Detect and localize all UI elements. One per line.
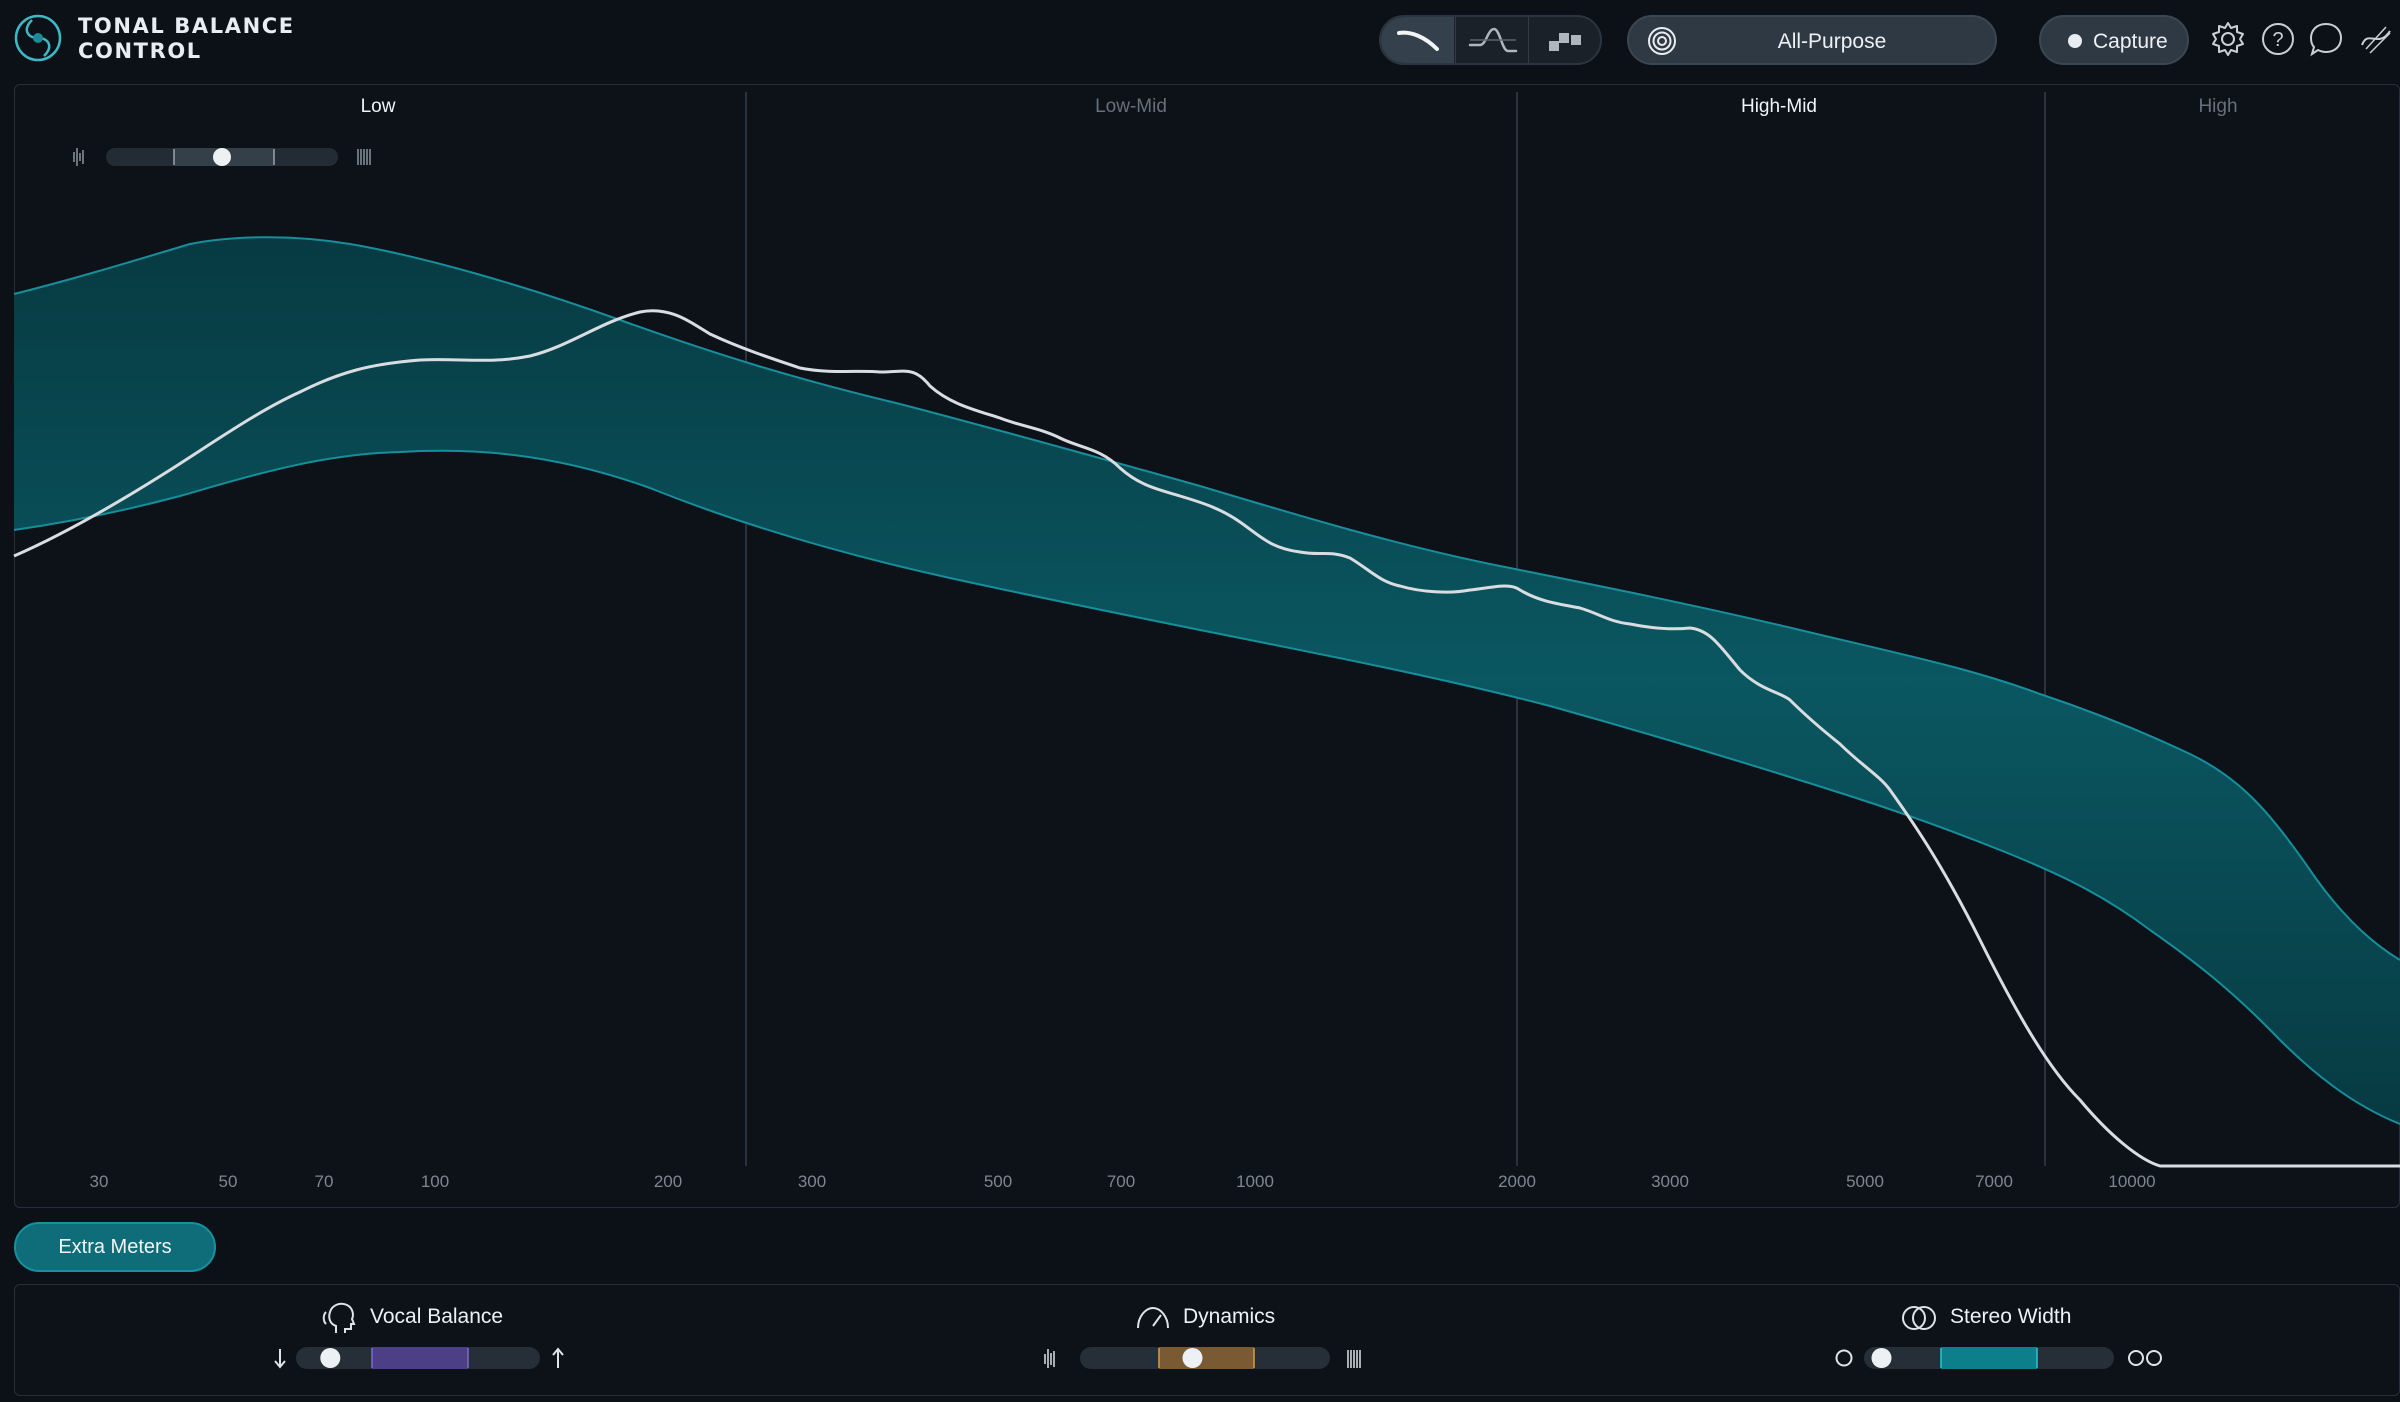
speedometer-icon: [1134, 1302, 1172, 1334]
vocal-head-icon: [320, 1300, 360, 1336]
help-icon[interactable]: ?: [2258, 19, 2298, 59]
freq-tick-label: 5000: [1846, 1172, 1884, 1191]
transient-waveform-icon: [73, 148, 84, 166]
target-range-upper-edge: [13, 236, 2400, 961]
wide-circles-icon: [2128, 1350, 2162, 1366]
freq-tick-label: 70: [314, 1172, 334, 1191]
stereo-circles-icon: [1900, 1302, 1938, 1334]
band-label-high-mid[interactable]: High-Mid: [1740, 96, 1818, 117]
freq-tick-label: 10000: [2108, 1172, 2156, 1191]
app-title-line-2: CONTROL: [78, 39, 202, 63]
down-arrow-icon: [274, 1349, 286, 1369]
capture-label: Capture: [2093, 30, 2168, 53]
capture-button[interactable]: Capture: [2039, 15, 2189, 65]
crest-blocks-icon: [1549, 33, 1581, 51]
vocal-balance-indicator: [320, 1348, 341, 1368]
band-label-high[interactable]: High: [2198, 96, 2238, 117]
freq-tick-label: 500: [983, 1172, 1013, 1191]
freq-tick-label: 3000: [1651, 1172, 1689, 1191]
target-selector[interactable]: All-Purpose: [1627, 15, 1997, 65]
fine-view-button[interactable]: [1455, 17, 1529, 63]
smoothing-slider[interactable]: [66, 144, 382, 170]
broad-view-button[interactable]: [1381, 17, 1454, 63]
svg-text:?: ?: [2272, 29, 2283, 51]
stereo-width-meter[interactable]: [1834, 1346, 2174, 1370]
capture-dot-icon: [2068, 34, 2082, 48]
broad-curve-icon: [1397, 30, 1439, 51]
extra-meters-button[interactable]: Extra Meters: [14, 1222, 216, 1272]
freq-tick-label: 7000: [1975, 1172, 2013, 1191]
band-label-low-mid[interactable]: Low-Mid: [1095, 96, 1167, 117]
settings-gear-icon[interactable]: [2208, 19, 2248, 59]
transient-waveform-icon: [1044, 1349, 1055, 1368]
spectrum-graph: [13, 92, 2400, 1168]
dynamics-meter[interactable]: [1040, 1346, 1370, 1370]
band-label-low[interactable]: Low: [360, 96, 396, 117]
smoothing-knob[interactable]: [213, 148, 231, 166]
chat-icon[interactable]: [2306, 19, 2346, 59]
izotope-logo-icon: [12, 12, 64, 64]
fine-curve-icon: [1468, 27, 1518, 53]
view-mode-switch: [1379, 15, 1602, 65]
freq-tick-label: 50: [218, 1172, 238, 1191]
target-icon: [1647, 26, 1677, 56]
header-bar: TONAL BALANCE CONTROL: [0, 0, 2400, 80]
spectrum-curve: [13, 309, 2400, 1168]
dynamics-indicator: [1182, 1348, 1203, 1368]
freq-tick-label: 200: [653, 1172, 683, 1191]
dynamics-title: Dynamics: [1183, 1305, 1276, 1328]
freq-tick-label: 100: [420, 1172, 450, 1191]
dynamics-target-range: [1159, 1347, 1254, 1369]
stereo-target-range: [1941, 1347, 2037, 1369]
vocal-balance-meter[interactable]: [272, 1346, 572, 1370]
stereo-width-title: Stereo Width: [1950, 1305, 2072, 1328]
plugin-link-icon[interactable]: [2356, 19, 2396, 59]
vocal-balance-title: Vocal Balance: [370, 1305, 504, 1328]
app-title-line-1: TONAL BALANCE: [78, 14, 295, 38]
freq-tick-label: 30: [89, 1172, 109, 1191]
freq-tick-label: 300: [797, 1172, 827, 1191]
target-range-band: [14, 237, 2400, 1124]
freq-tick-label: 700: [1106, 1172, 1136, 1191]
stereo-width-indicator: [1871, 1348, 1892, 1368]
up-arrow-icon: [552, 1347, 564, 1368]
vocal-target-range: [372, 1347, 468, 1369]
meters-panel: [14, 1284, 2400, 1396]
crest-factor-view-button[interactable]: [1528, 17, 1600, 63]
freq-tick-label: 2000: [1498, 1172, 1536, 1191]
steady-bars-icon: [1347, 1350, 1361, 1368]
target-label: All-Purpose: [1777, 30, 1887, 53]
mono-circle-icon: [1835, 1349, 1853, 1367]
steady-bars-icon: [357, 149, 371, 165]
target-range-lower-edge: [13, 449, 2400, 1125]
freq-tick-label: 1000: [1236, 1172, 1274, 1191]
